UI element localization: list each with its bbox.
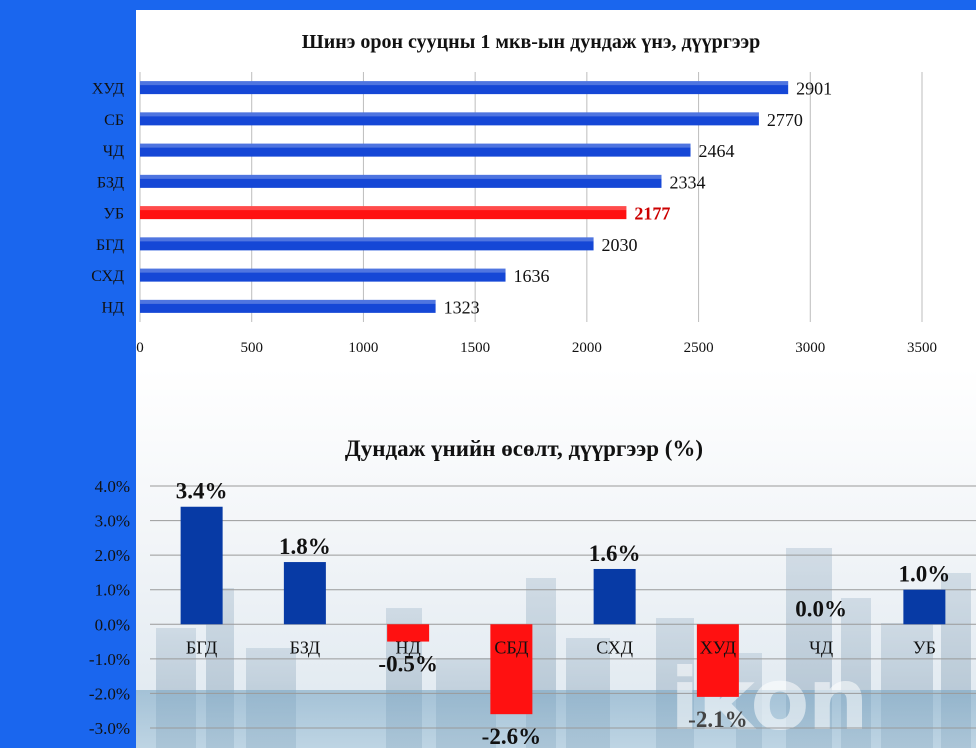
bar bbox=[140, 174, 662, 188]
bar-highlight bbox=[140, 143, 691, 148]
category-label: СХД bbox=[91, 268, 124, 285]
x-tick-label: 1000 bbox=[348, 340, 378, 356]
x-tick-label: 3000 bbox=[795, 340, 825, 356]
x-tick-label: 3500 bbox=[907, 340, 937, 356]
category-label: БЗД bbox=[97, 174, 124, 191]
category-label: БЗД bbox=[290, 637, 321, 657]
value-label: -2.1% bbox=[688, 707, 747, 732]
value-label: 1323 bbox=[444, 297, 480, 317]
price-bar-chart: Шинэ орон сууцны 1 мкв-ын дундаж үнэ, дү… bbox=[91, 31, 937, 356]
top-blue-strip bbox=[0, 0, 976, 10]
category-label: ХУД bbox=[92, 81, 124, 98]
value-label: -2.6% bbox=[482, 724, 541, 748]
value-label: 3.4% bbox=[176, 479, 228, 504]
category-label: УБ bbox=[103, 206, 124, 223]
bar bbox=[140, 112, 759, 126]
category-axis-labels: БГД БЗД НД СБД СХД ХУД ЧД УБ bbox=[186, 637, 936, 657]
value-labels: 3.4% 1.8% -0.5% -2.6% 1.6% -2.1% 0.0% 1.0% bbox=[176, 479, 951, 748]
bar bbox=[140, 206, 627, 220]
x-tick-label: 0 bbox=[136, 340, 144, 356]
y-tick-label: 4.0% bbox=[95, 477, 130, 496]
category-label: СБ bbox=[104, 112, 124, 129]
category-axis-labels: ХУД СБ ЧД БЗД УБ БГД СХД НД bbox=[91, 81, 124, 317]
bar-highlight bbox=[140, 268, 506, 273]
category-label: СБД bbox=[494, 637, 528, 657]
y-tick-label: -1.0% bbox=[89, 650, 130, 669]
bar bbox=[593, 568, 636, 625]
bar bbox=[903, 589, 946, 625]
category-label: БГД bbox=[186, 637, 217, 657]
value-label: -0.5% bbox=[378, 652, 437, 677]
category-label: ЧД bbox=[103, 143, 124, 160]
category-label: ЧД bbox=[809, 637, 833, 657]
bar bbox=[696, 624, 739, 697]
bar-highlight bbox=[140, 237, 594, 242]
x-axis-tick-labels: 0 500 1000 1500 2000 2500 3000 3500 bbox=[136, 340, 937, 356]
bar bbox=[490, 624, 533, 715]
x-tick-label: 2500 bbox=[684, 340, 714, 356]
bar bbox=[283, 562, 326, 625]
water-reflection bbox=[136, 690, 976, 748]
y-tick-label: -3.0% bbox=[89, 719, 130, 738]
chart-gridlines bbox=[150, 485, 976, 729]
x-tick-label: 2000 bbox=[572, 340, 602, 356]
value-label: 2177 bbox=[634, 204, 670, 224]
left-blue-strip bbox=[0, 0, 136, 748]
y-tick-label: -2.0% bbox=[89, 684, 130, 703]
value-label: 1.0% bbox=[899, 562, 951, 587]
bar bbox=[140, 143, 691, 157]
value-label: 2334 bbox=[669, 172, 705, 192]
value-label: 2464 bbox=[699, 141, 735, 161]
bar bbox=[140, 81, 789, 95]
y-tick-label: 1.0% bbox=[95, 581, 130, 600]
value-label: 0.0% bbox=[795, 596, 847, 621]
bar bbox=[387, 624, 430, 642]
bar bbox=[140, 237, 594, 251]
y-tick-label: 0.0% bbox=[95, 615, 130, 634]
bar-highlight bbox=[140, 174, 662, 179]
value-label: 2901 bbox=[796, 79, 832, 99]
chart-bars bbox=[140, 81, 789, 313]
x-tick-label: 500 bbox=[240, 340, 263, 356]
value-label: 1.6% bbox=[589, 541, 641, 566]
chart-bars bbox=[180, 506, 946, 715]
bar-highlight bbox=[140, 299, 436, 304]
bar-highlight bbox=[140, 206, 627, 211]
value-label: 2030 bbox=[602, 235, 638, 255]
category-label: СХД bbox=[596, 637, 633, 657]
category-label: НД bbox=[102, 299, 125, 316]
chart-title: Шинэ орон сууцны 1 мкв-ын дундаж үнэ, дү… bbox=[302, 31, 760, 53]
value-label: 1636 bbox=[514, 266, 550, 286]
value-label: 1.8% bbox=[279, 534, 331, 559]
y-axis-tick-labels: 4.0% 3.0% 2.0% 1.0% 0.0% -1.0% -2.0% -3.0% bbox=[89, 477, 130, 738]
growth-bar-chart: Дундаж үнийн өсөлт, дүүргээр (%) 4.0% 3.0… bbox=[89, 436, 976, 748]
y-tick-label: 3.0% bbox=[95, 512, 130, 531]
bar bbox=[140, 268, 506, 282]
bar bbox=[140, 299, 436, 313]
x-tick-label: 1500 bbox=[460, 340, 490, 356]
category-label: НД bbox=[395, 637, 420, 657]
category-label: ХУД bbox=[700, 637, 736, 657]
category-label: БГД bbox=[96, 237, 124, 254]
bar-highlight bbox=[140, 81, 789, 86]
bar-highlight bbox=[140, 112, 759, 117]
chart-title: Дундаж үнийн өсөлт, дүүргээр (%) bbox=[345, 436, 703, 461]
y-tick-label: 2.0% bbox=[95, 546, 130, 565]
value-labels: 2901 2770 2464 2334 2177 2030 1636 1323 bbox=[444, 79, 833, 318]
value-label: 2770 bbox=[767, 110, 803, 130]
bar bbox=[180, 506, 223, 625]
category-label: УБ bbox=[913, 637, 936, 657]
